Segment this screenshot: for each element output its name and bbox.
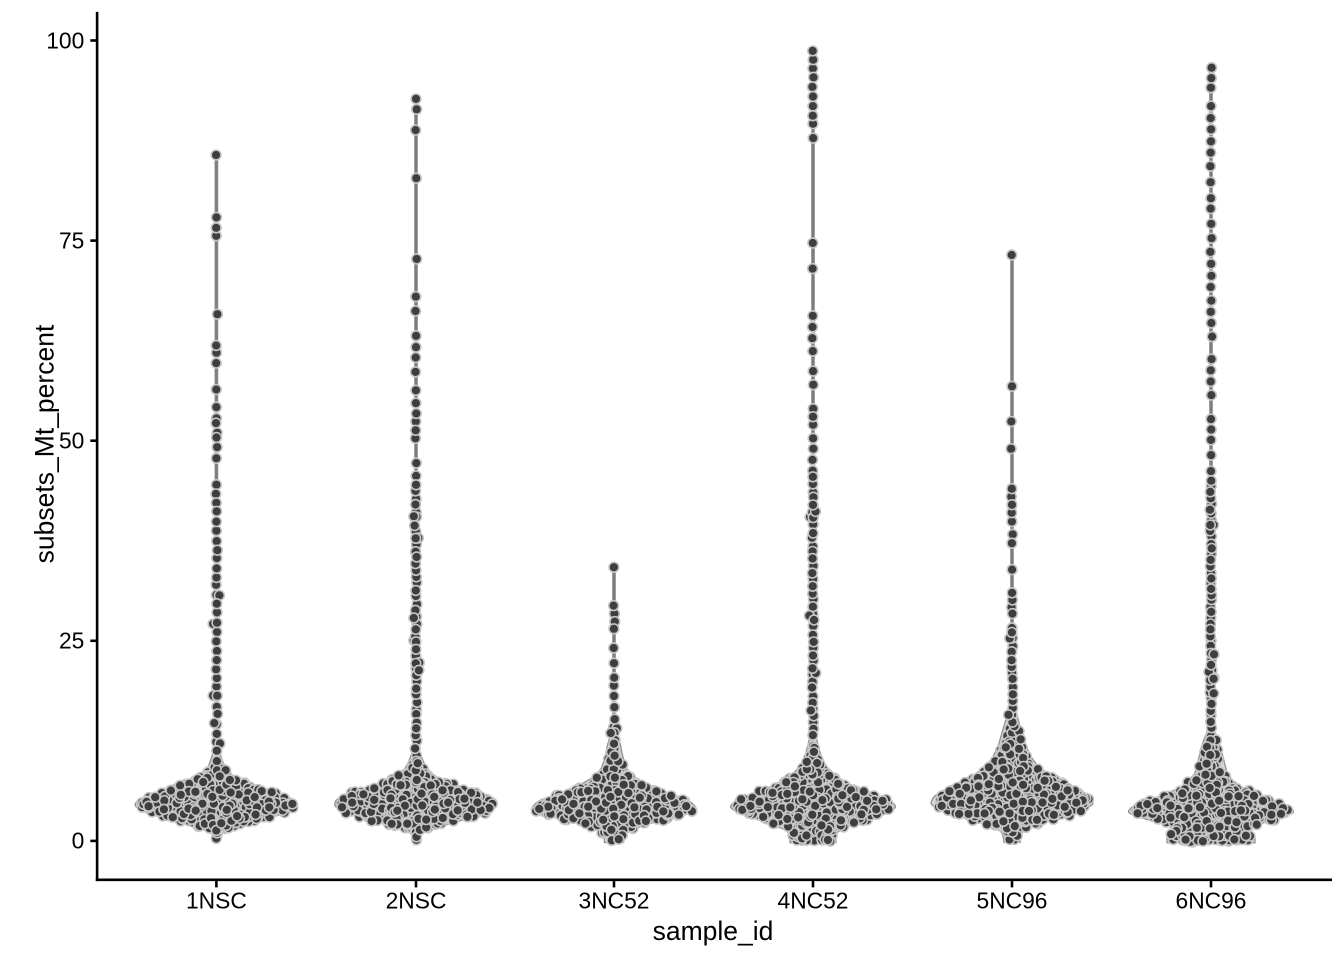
svg-text:6NC96: 6NC96 — [1176, 888, 1247, 914]
svg-text:sample_id: sample_id — [653, 916, 774, 946]
svg-text:5NC96: 5NC96 — [977, 888, 1048, 914]
svg-text:1NSC: 1NSC — [186, 888, 247, 914]
svg-text:50: 50 — [59, 428, 84, 454]
svg-text:25: 25 — [59, 628, 84, 654]
svg-text:subsets_Mt_percent: subsets_Mt_percent — [30, 324, 60, 563]
svg-text:4NC52: 4NC52 — [778, 888, 849, 914]
svg-text:2NSC: 2NSC — [386, 888, 447, 914]
svg-text:3NC52: 3NC52 — [579, 888, 650, 914]
svg-text:100: 100 — [46, 27, 84, 53]
svg-text:0: 0 — [72, 828, 85, 854]
svg-text:75: 75 — [59, 227, 84, 253]
